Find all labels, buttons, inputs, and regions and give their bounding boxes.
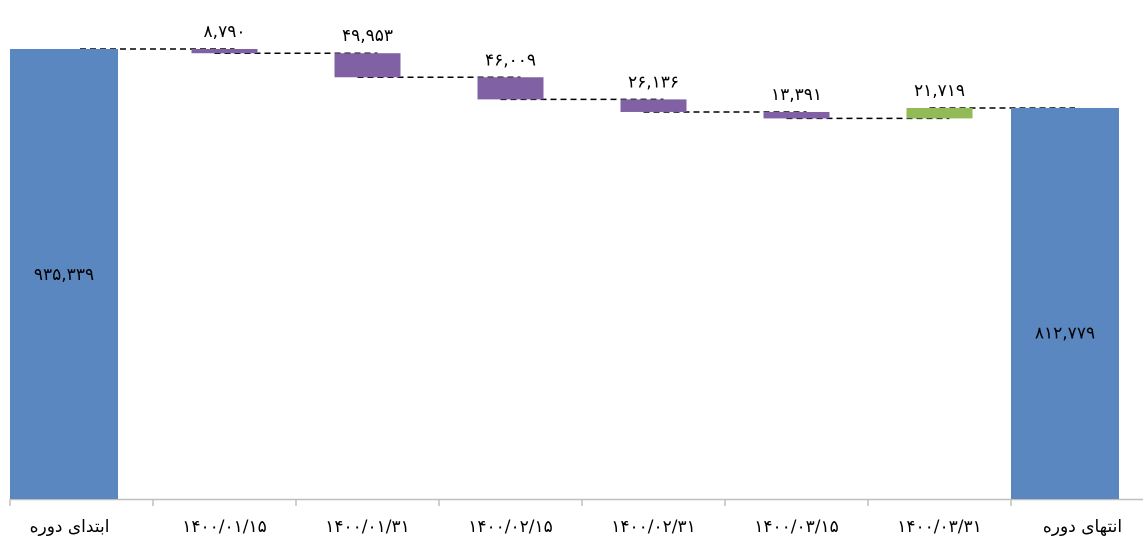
bar-decrease: [763, 111, 830, 119]
category-label: ۱۴۰۰/۰۲/۳۱: [611, 517, 696, 537]
data-label: ۴۹,۹۵۳: [342, 26, 393, 46]
bar-total: [10, 49, 118, 499]
category-label: انتهای دوره: [1043, 517, 1122, 537]
bar-decrease: [620, 99, 687, 112]
data-label: ۸,۷۹۰: [204, 22, 246, 42]
x-axis: [9, 498, 1143, 506]
data-label: ۱۳,۳۹۱: [771, 85, 822, 105]
data-label: ۴۶,۰۰۹: [485, 50, 536, 70]
data-label: ۲۱,۷۱۹: [914, 81, 965, 101]
bar-increase: [906, 107, 973, 119]
bar-decrease: [191, 49, 258, 54]
data-label: ۲۶,۱۳۶: [628, 72, 679, 92]
category-label: ۱۴۰۰/۰۱/۱۵: [182, 517, 267, 537]
bars: [10, 49, 1119, 499]
bar-total: [1011, 107, 1119, 499]
data-label: ۸۱۲,۷۷۹: [1035, 323, 1095, 343]
category-label: ۱۴۰۰/۰۲/۱۵: [468, 517, 553, 537]
data-label: ۹۳۵,۳۳۹: [34, 265, 94, 285]
category-label: ابتدای دوره: [30, 517, 110, 537]
category-label: ۱۴۰۰/۰۳/۳۱: [897, 517, 982, 537]
category-label: ۱۴۰۰/۰۳/۱۵: [754, 517, 839, 537]
bar-decrease: [334, 53, 401, 78]
bar-decrease: [477, 77, 544, 100]
category-label: ۱۴۰۰/۰۱/۳۱: [325, 517, 410, 537]
category-labels: ابتدای دوره ۱۴۰۰/۰۱/۱۵ ۱۴۰۰/۰۱/۳۱ ۱۴۰۰/۰۲/۱…: [30, 517, 1123, 537]
data-labels: ۹۳۵,۳۳۹ ۸,۷۹۰ ۴۹,۹۵۳ ۴۶,۰۰۹ ۲۶,۱۳۶ ۱۳,۳۹۱ ۲۱,۷…: [34, 22, 1095, 343]
